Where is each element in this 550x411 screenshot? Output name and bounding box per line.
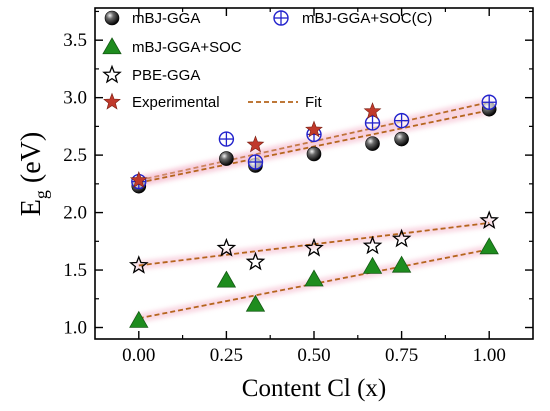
legend: mBJ-GGA mBJ-GGA+SOC(C) mBJ-GGA+SOC PBE-GGA E… bbox=[102, 10, 432, 111]
data-point-triangle bbox=[391, 255, 412, 273]
data-point-star-open bbox=[245, 251, 266, 271]
y-tick-label: 3.5 bbox=[63, 30, 87, 51]
x-tick-label: 1.00 bbox=[473, 345, 506, 366]
data-markers bbox=[128, 94, 500, 328]
data-point-star-open bbox=[479, 210, 500, 229]
y-axis-label-unit: (eV) bbox=[16, 132, 47, 190]
data-point-circle-cross bbox=[247, 154, 264, 170]
data-point-circle-cross bbox=[393, 112, 410, 129]
data-point-star-open bbox=[304, 237, 324, 257]
data-point-triangle bbox=[479, 237, 499, 255]
y-tick-label: 1.0 bbox=[63, 318, 87, 339]
legend-label: Experimental bbox=[132, 94, 220, 111]
y-tick-label: 2.0 bbox=[63, 203, 87, 224]
x-tick-label: 0.00 bbox=[122, 345, 155, 366]
axis-ticks: 0.00 0.25 0.50 0.75 1.00 1.0 1.5 2.0 2.5 3.0 3.5 bbox=[63, 8, 533, 366]
data-point-star-open bbox=[216, 237, 237, 257]
fit-line bbox=[138, 109, 490, 184]
data-point-star-filled bbox=[305, 120, 323, 138]
svg-text:Eg (eV): Eg (eV) bbox=[16, 132, 51, 216]
data-point-star-open bbox=[128, 255, 149, 274]
x-axis-label: Content Cl (x) bbox=[242, 375, 386, 402]
data-point-star-open bbox=[391, 228, 412, 248]
legend-swatch-circle-cross bbox=[273, 10, 289, 26]
data-point-star-filled bbox=[129, 171, 148, 188]
x-tick-label: 0.25 bbox=[210, 345, 243, 366]
y-tick-label: 1.5 bbox=[63, 260, 87, 281]
data-point-circle-cross bbox=[481, 94, 497, 110]
data-point-sphere bbox=[365, 136, 380, 151]
legend-label: PBE-GGA bbox=[132, 67, 200, 84]
legend-label: mBJ-GGA+SOC(C) bbox=[302, 10, 432, 27]
y-tick-label: 2.5 bbox=[63, 145, 87, 166]
data-point-sphere bbox=[394, 131, 409, 147]
y-tick-label: 3.0 bbox=[63, 88, 87, 109]
data-point-triangle bbox=[245, 294, 266, 312]
legend-label: mBJ-GGA bbox=[132, 10, 200, 27]
legend-label: mBJ-GGA+SOC bbox=[132, 39, 242, 56]
data-point-sphere bbox=[219, 151, 234, 166]
y-axis-label: Eg (eV) bbox=[16, 132, 51, 216]
data-point-triangle bbox=[129, 310, 149, 328]
x-tick-label: 0.75 bbox=[385, 345, 418, 366]
y-axis-label-sub: g bbox=[31, 190, 51, 199]
data-point-circle-cross bbox=[218, 131, 235, 147]
data-point-sphere bbox=[306, 146, 322, 162]
data-point-star-open bbox=[362, 235, 383, 255]
data-point-triangle bbox=[362, 256, 383, 274]
legend-swatch-star-filled bbox=[103, 92, 121, 110]
data-point-triangle bbox=[216, 270, 237, 288]
legend-swatch-star-open bbox=[102, 64, 122, 84]
fit-line bbox=[138, 222, 490, 267]
legend-swatch-sphere bbox=[104, 10, 120, 26]
data-point-star-filled bbox=[363, 102, 382, 119]
y-axis-label-main: E bbox=[16, 199, 47, 216]
x-tick-label: 0.50 bbox=[297, 345, 330, 366]
data-point-circle-cross bbox=[364, 115, 381, 131]
data-point-star-filled bbox=[246, 135, 265, 153]
legend-label: Fit bbox=[305, 94, 322, 111]
data-point-triangle bbox=[304, 269, 324, 287]
legend-swatch-triangle bbox=[102, 37, 122, 55]
